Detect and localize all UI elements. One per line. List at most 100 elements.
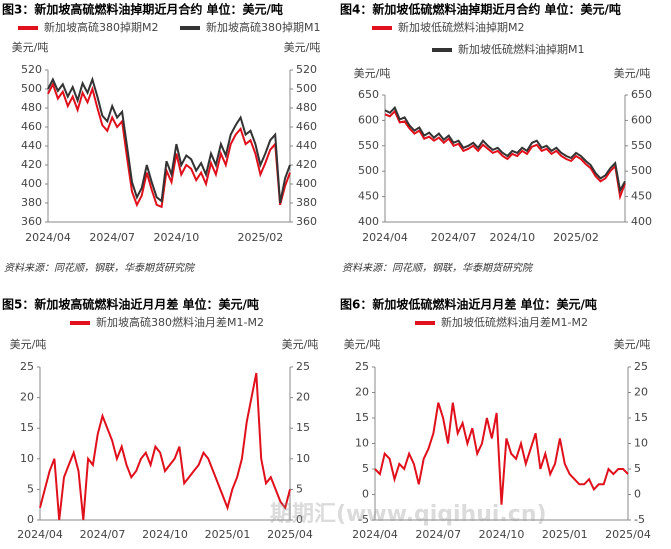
x-tick-label: 2025/02 xyxy=(238,231,284,244)
y2-tick-label: 650 xyxy=(631,88,652,101)
y2-tick-label: 25 xyxy=(634,360,648,373)
x-tick-label: 2025/04 xyxy=(267,528,313,541)
x-tick-label: 2025/01 xyxy=(205,528,251,541)
y2-tick-label: 420 xyxy=(296,158,317,171)
x-tick-label: 2024/10 xyxy=(154,231,200,244)
y2-tick-label: 25 xyxy=(296,360,310,373)
y-axis-label: 美元/吨 xyxy=(354,67,391,80)
y2-tick-label: 380 xyxy=(296,196,317,209)
y-tick-label: 10 xyxy=(355,437,369,450)
y2-tick-label: 400 xyxy=(631,215,652,228)
y-axis-label: 美元/吨 xyxy=(614,338,651,351)
y2-tick-label: 20 xyxy=(634,386,648,399)
y2-tick-label: 500 xyxy=(296,82,317,95)
x-tick-label: 2024/07 xyxy=(415,528,461,541)
x-tick-label: 2024/07 xyxy=(89,231,135,244)
source-note: 资料来源：同花顺，钢联，华泰期货研究院 xyxy=(4,262,196,274)
y-tick-label: 10 xyxy=(20,452,34,465)
y2-tick-label: 440 xyxy=(296,139,317,152)
x-tick-label: 2025/01 xyxy=(542,528,588,541)
y-tick-label: 25 xyxy=(355,360,369,373)
x-tick-label: 2024/04 xyxy=(362,231,408,244)
x-tick-label: 2024/04 xyxy=(25,231,71,244)
chart-title: 图3：新加坡高硫燃料油掉期近月合约 单位：美元/吨 xyxy=(2,2,283,17)
x-tick-label: 2024/04 xyxy=(352,528,398,541)
y-tick-label: 440 xyxy=(21,139,42,152)
y2-tick-label: 15 xyxy=(296,421,310,434)
y-tick-label: 520 xyxy=(21,63,42,76)
y2-tick-label: 400 xyxy=(296,177,317,190)
y-tick-label: 5 xyxy=(27,482,34,495)
series-line xyxy=(47,81,291,209)
x-tick-label: 2025/02 xyxy=(553,231,599,244)
y2-tick-label: 360 xyxy=(296,215,317,228)
y-tick-label: 380 xyxy=(21,196,42,209)
y2-tick-label: 0 xyxy=(296,513,303,526)
y-tick-label: 500 xyxy=(358,164,379,177)
y-tick-label: 650 xyxy=(358,88,379,101)
legend-label: 新加坡低硫燃料油掉期M1 xyxy=(458,42,585,56)
x-tick-label: 2025/04 xyxy=(605,528,651,541)
y-tick-label: 480 xyxy=(21,101,42,114)
y-tick-label: 450 xyxy=(358,190,379,203)
x-tick-label: 2024/07 xyxy=(80,528,126,541)
legend-label: 新加坡低硫燃料油掉期M2 xyxy=(398,20,525,34)
y2-tick-label: 480 xyxy=(296,101,317,114)
series-line xyxy=(374,402,629,505)
y2-tick-label: 460 xyxy=(296,120,317,133)
series-line xyxy=(39,372,291,521)
y-tick-label: 500 xyxy=(21,82,42,95)
y-tick-label: 0 xyxy=(27,513,34,526)
y-tick-label: 600 xyxy=(358,113,379,126)
y2-tick-label: 500 xyxy=(631,164,652,177)
source-note: 资料来源：同花顺，钢联，华泰期货研究院 xyxy=(342,262,534,274)
watermark: 期期汇(www.qiqihui.cn) xyxy=(270,502,547,527)
y-tick-label: 0 xyxy=(362,488,369,501)
y-tick-label: 400 xyxy=(358,215,379,228)
y2-tick-label: 5 xyxy=(296,482,303,495)
chart-title: 图5：新加坡高硫燃料油近月月差 单位：美元/吨 xyxy=(2,297,259,312)
y-axis-label: 美元/吨 xyxy=(284,41,321,54)
y2-tick-label: 0 xyxy=(634,488,641,501)
y-tick-label: 420 xyxy=(21,158,42,171)
x-tick-label: 2024/10 xyxy=(479,528,525,541)
y-tick-label: 25 xyxy=(20,360,34,373)
y-axis-label: 美元/吨 xyxy=(614,67,651,80)
y-tick-label: -5 xyxy=(358,513,369,526)
y-axis-label: 美元/吨 xyxy=(12,41,49,54)
y2-tick-label: 15 xyxy=(634,411,648,424)
y2-tick-label: 20 xyxy=(296,391,310,404)
y-tick-label: 15 xyxy=(355,411,369,424)
legend-label: 新加坡低硫燃料油月差M1-M2 xyxy=(441,315,588,329)
y-axis-label: 美元/吨 xyxy=(282,338,319,351)
x-tick-label: 2024/10 xyxy=(489,231,535,244)
series-line xyxy=(384,105,626,194)
series-line xyxy=(47,76,291,204)
y-tick-label: 400 xyxy=(21,177,42,190)
legend-label: 新加坡高硫380燃料油月差M1-M2 xyxy=(96,315,264,329)
y2-tick-label: 450 xyxy=(631,190,652,203)
legend-label: 新加坡高硫380掉期M2 xyxy=(44,20,158,34)
y2-tick-label: -5 xyxy=(634,513,645,526)
y-tick-label: 460 xyxy=(21,120,42,133)
y-axis-label: 美元/吨 xyxy=(10,338,47,351)
y-axis-label: 美元/吨 xyxy=(344,338,381,351)
chart-title: 图4：新加坡低硫燃料油掉期近月合约 单位：美元/吨 xyxy=(340,2,621,17)
y2-tick-label: 10 xyxy=(296,452,310,465)
y2-tick-label: 600 xyxy=(631,113,652,126)
x-tick-label: 2024/07 xyxy=(431,231,477,244)
y-tick-label: 550 xyxy=(358,139,379,152)
y-tick-label: 360 xyxy=(21,215,42,228)
y2-tick-label: 10 xyxy=(634,437,648,450)
y-tick-label: 5 xyxy=(362,462,369,475)
y-tick-label: 20 xyxy=(20,391,34,404)
y2-tick-label: 550 xyxy=(631,139,652,152)
y2-tick-label: 5 xyxy=(634,462,641,475)
y-tick-label: 15 xyxy=(20,421,34,434)
series-line xyxy=(384,109,626,201)
legend-label: 新加坡高硫380掉期M1 xyxy=(206,20,320,34)
chart-title: 图6：新加坡低硫燃料油近月月差 单位：美元/吨 xyxy=(340,297,597,312)
x-tick-label: 2024/10 xyxy=(142,528,188,541)
x-tick-label: 2024/04 xyxy=(17,528,63,541)
